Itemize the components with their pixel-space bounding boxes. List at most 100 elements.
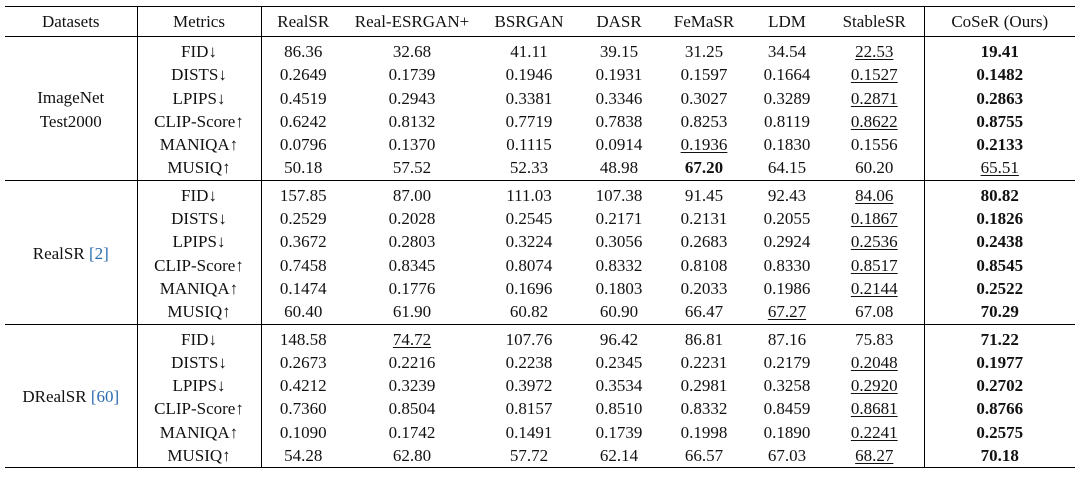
metric-value: 96.42 bbox=[599, 329, 639, 349]
table-row: DISTS↓ 0.2649 0.1739 0.1946 0.1931 0.1597 0.16… bbox=[5, 63, 1075, 87]
metric-value: 0.1527 bbox=[825, 63, 925, 87]
metric-value: 0.1742 bbox=[388, 422, 436, 442]
metric-value: 0.7458 bbox=[279, 255, 327, 275]
citation-link[interactable]: [60] bbox=[90, 387, 120, 407]
metric-value: 67.27 bbox=[767, 302, 807, 322]
metric-value: 157.85 bbox=[279, 185, 327, 205]
metric-value: 0.2171 bbox=[595, 209, 643, 229]
metric-value: 0.3258 bbox=[763, 376, 811, 396]
table-row: MANIQA↑ 0.1090 0.1742 0.1491 0.1739 0.1998 0.1… bbox=[5, 420, 1075, 445]
metric-value: 0.3672 bbox=[279, 232, 327, 252]
metric-value: 0.3972 bbox=[505, 376, 553, 396]
metric-value: 70.29 bbox=[980, 302, 1019, 322]
metric-value: 0.1556 bbox=[825, 133, 925, 157]
metric-value: 0.4519 bbox=[279, 88, 327, 108]
dataset-name-cell: ImageNet Test2000 bbox=[5, 36, 138, 181]
metric-value: 0.8755 bbox=[976, 111, 1024, 131]
metric-value: 62.80 bbox=[392, 446, 432, 466]
metric-value: 0.1946 bbox=[505, 65, 553, 85]
metric-value: 52.33 bbox=[509, 158, 549, 178]
metric-value: 64.15 bbox=[767, 158, 807, 178]
metric-value: 0.2522 bbox=[976, 278, 1024, 298]
metric-value: 0.1803 bbox=[595, 278, 643, 298]
header-dasr: DASR bbox=[596, 12, 642, 31]
metric-value: 31.25 bbox=[684, 42, 724, 61]
metric-value: 0.1977 bbox=[976, 352, 1024, 372]
metric-value: 0.2649 bbox=[279, 65, 327, 85]
metric-value: 84.06 bbox=[825, 180, 925, 208]
metric-value: 0.8157 bbox=[505, 399, 553, 419]
metric-value: 0.8330 bbox=[763, 255, 811, 275]
metric-value: 0.3027 bbox=[680, 88, 728, 108]
metric-value: 107.76 bbox=[505, 329, 553, 349]
metric-value: 67.20 bbox=[684, 158, 724, 178]
table-row: CLIP-Score↑ 0.7360 0.8504 0.8157 0.8510 0.833… bbox=[5, 397, 1075, 421]
metric-name: FID↓ bbox=[137, 324, 262, 351]
metric-value: 0.2216 bbox=[388, 352, 436, 372]
metric-value: 0.3381 bbox=[505, 88, 553, 108]
metric-value: 57.52 bbox=[392, 158, 432, 178]
metric-value: 0.8332 bbox=[595, 255, 643, 275]
metric-value: 0.1090 bbox=[279, 422, 327, 442]
header-real-esrgan: Real-ESRGAN+ bbox=[354, 12, 470, 31]
metric-value: 0.2231 bbox=[680, 352, 728, 372]
table-row: MUSIQ↑ 50.18 57.52 52.33 48.98 67.20 64.15 60.2… bbox=[5, 156, 1075, 181]
metric-value: 0.0796 bbox=[279, 135, 327, 155]
header-metrics: Metrics bbox=[137, 6, 262, 37]
metric-name: CLIP-Score↑ bbox=[137, 397, 262, 421]
metric-value: 91.45 bbox=[684, 185, 724, 205]
metric-value: 74.72 bbox=[392, 329, 432, 349]
table-row: MANIQA↑ 0.1474 0.1776 0.1696 0.1803 0.2033 0.1… bbox=[5, 276, 1075, 301]
metric-value: 0.1936 bbox=[680, 135, 728, 155]
metric-name: DISTS↓ bbox=[137, 63, 262, 87]
metric-value: 32.68 bbox=[392, 42, 432, 61]
citation-link[interactable]: [2] bbox=[88, 243, 109, 263]
metric-value: 0.2529 bbox=[279, 209, 327, 229]
metric-value: 34.54 bbox=[767, 42, 807, 61]
metric-value: 0.2536 bbox=[825, 230, 925, 254]
metric-name: MANIQA↑ bbox=[137, 420, 262, 445]
metric-value: 0.0914 bbox=[595, 135, 643, 155]
header-row: Datasets Metrics RealSR Real-ESRGAN+ BSR… bbox=[5, 6, 1075, 37]
metric-value: 0.2803 bbox=[388, 232, 436, 252]
metric-value: 0.8510 bbox=[595, 399, 643, 419]
header-datasets: Datasets bbox=[5, 6, 138, 37]
metric-value: 80.82 bbox=[980, 185, 1019, 205]
metric-value: 0.1826 bbox=[976, 209, 1024, 229]
metric-value: 0.8332 bbox=[680, 399, 728, 419]
metric-name: DISTS↓ bbox=[137, 207, 262, 231]
metric-value: 19.41 bbox=[980, 42, 1019, 61]
metric-value: 0.8108 bbox=[680, 255, 728, 275]
metric-value: 0.1739 bbox=[388, 65, 436, 85]
metric-value: 0.7838 bbox=[595, 111, 643, 131]
metric-value: 0.1890 bbox=[763, 422, 811, 442]
metric-value: 0.2238 bbox=[505, 352, 553, 372]
metric-name: MANIQA↑ bbox=[137, 276, 262, 301]
metric-value: 0.1739 bbox=[595, 422, 643, 442]
metric-value: 0.1931 bbox=[595, 65, 643, 85]
metric-value: 0.1986 bbox=[763, 278, 811, 298]
metric-value: 0.3346 bbox=[595, 88, 643, 108]
metric-value: 0.2545 bbox=[505, 209, 553, 229]
metric-value: 0.2048 bbox=[825, 350, 925, 375]
table-row: MANIQA↑ 0.0796 0.1370 0.1115 0.0914 0.1936 0.1… bbox=[5, 133, 1075, 157]
metric-name: MUSIQ↑ bbox=[137, 300, 262, 325]
metric-value: 0.8074 bbox=[505, 255, 553, 275]
header-stablesr: StableSR bbox=[825, 6, 925, 37]
metric-name: MUSIQ↑ bbox=[137, 156, 262, 181]
header-realsr: RealSR bbox=[277, 12, 330, 31]
metric-value: 0.4212 bbox=[279, 376, 327, 396]
table-row: RealSR [2] FID↓ 157.85 87.00 111.03 107.38 91.… bbox=[5, 180, 1075, 325]
metric-value: 62.14 bbox=[599, 446, 639, 466]
metric-value: 48.98 bbox=[599, 158, 639, 178]
metric-value: 0.8132 bbox=[388, 111, 436, 131]
dataset-name-cell: RealSR [2] bbox=[5, 180, 138, 325]
table-row: MUSIQ↑ 60.40 61.90 60.82 60.90 66.47 67.27 67.0… bbox=[5, 300, 1075, 325]
table-row: LPIPS↓ 0.4212 0.3239 0.3972 0.3534 0.2981 0.32… bbox=[5, 374, 1075, 398]
table-row: CLIP-Score↑ 0.7458 0.8345 0.8074 0.8332 0.810… bbox=[5, 253, 1075, 277]
header-femasr: FeMaSR bbox=[673, 12, 735, 31]
header-coser: CoSeR (Ours) bbox=[951, 12, 1049, 31]
results-table: Datasets Metrics RealSR Real-ESRGAN+ BSR… bbox=[5, 6, 1075, 468]
metric-value: 107.38 bbox=[595, 185, 643, 205]
metric-name: CLIP-Score↑ bbox=[137, 253, 262, 277]
